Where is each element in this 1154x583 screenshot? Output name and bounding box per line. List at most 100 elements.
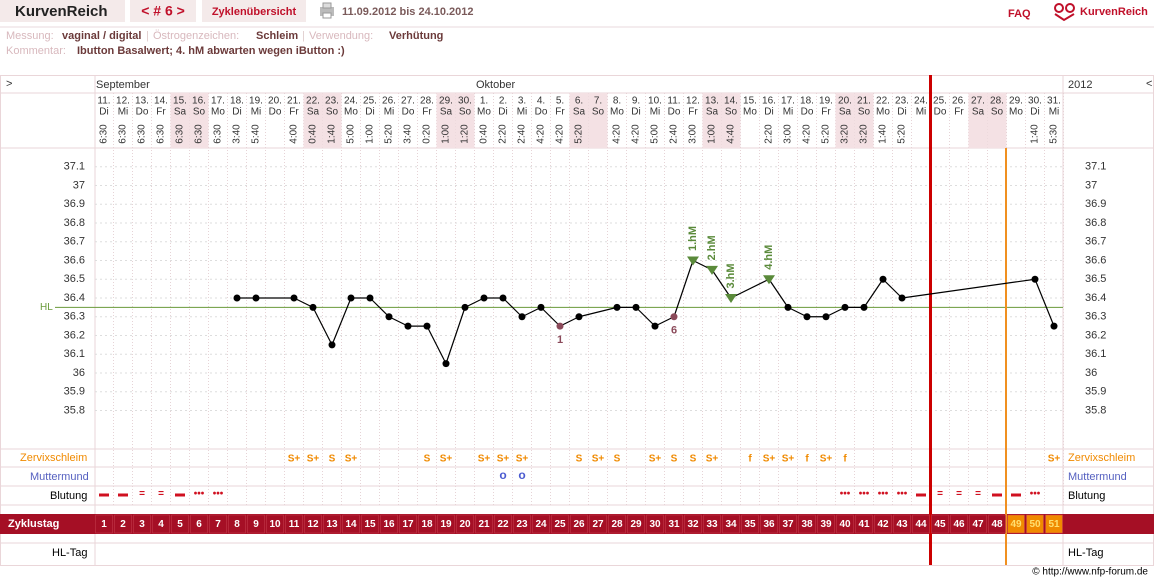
- date-label: 19.: [819, 96, 833, 107]
- cycle-day: 38: [801, 519, 813, 530]
- cycle-day-cell: [266, 514, 284, 534]
- cycle-day: 14: [345, 519, 357, 530]
- cycle-day-cell: [190, 514, 208, 534]
- cycle-day-cell: [665, 514, 683, 534]
- overview-tab[interactable]: [202, 0, 306, 22]
- info-value: vaginal / digital: [62, 30, 141, 42]
- date-label: 27.: [401, 96, 415, 107]
- weekday-label: Di: [498, 107, 507, 118]
- cycle-day: 3: [139, 519, 145, 530]
- month-label: September: [96, 79, 150, 91]
- date-label: 13.: [135, 96, 149, 107]
- y-tick-label: 36.9: [1085, 198, 1106, 210]
- separator: |: [302, 30, 305, 42]
- nav-prev[interactable]: >: [6, 78, 12, 90]
- cycle-nav[interactable]: < # 6 >: [141, 3, 185, 19]
- print-icon[interactable]: [320, 2, 334, 19]
- cycle-day-cell: [171, 514, 189, 534]
- weekday-label: Sa: [839, 107, 852, 118]
- nav-tab[interactable]: [130, 0, 196, 22]
- temp-point: [575, 313, 583, 321]
- cycle-day: 11: [289, 519, 300, 530]
- weekend-shade: [987, 93, 1007, 148]
- date-label: 16.: [192, 96, 206, 107]
- bleeding-symbol: ▬: [118, 489, 128, 500]
- weekday-label: Mo: [743, 107, 757, 118]
- mucus-symbol: S: [614, 454, 621, 465]
- cycle-day-cell: [418, 514, 436, 534]
- date-label: 6.: [575, 96, 583, 107]
- weekday-label: Do: [269, 107, 282, 118]
- time-label: 4:00: [289, 124, 300, 144]
- cycle-day-cell: [703, 514, 721, 534]
- date-label: 1.: [480, 96, 488, 107]
- y-tick-label: 36.9: [64, 198, 85, 210]
- weekday-label: So: [193, 107, 206, 118]
- date-label: 29.: [439, 96, 453, 107]
- date-label: 22.: [306, 96, 320, 107]
- cycle-day: 48: [991, 519, 1003, 530]
- bleeding-symbol: •••: [878, 489, 889, 500]
- date-label: 21.: [857, 96, 871, 107]
- row-label: Muttermund: [30, 471, 89, 483]
- cycle-day: 29: [630, 519, 642, 530]
- date-label: 20.: [268, 96, 282, 107]
- comment: Ibutton Basalwert; 4. hM abwarten wegen …: [77, 45, 345, 57]
- date-label: 4.: [537, 96, 545, 107]
- weekend-shade: [588, 93, 608, 148]
- temp-segment: [673, 260, 694, 317]
- cycle-day-cell: [494, 514, 512, 534]
- temp-segment: [312, 307, 333, 346]
- bleeding-symbol: •••: [194, 489, 205, 500]
- cycle-day: 32: [687, 519, 699, 530]
- weekday-label: Fr: [954, 107, 964, 118]
- year: 2012: [1068, 79, 1092, 91]
- logo[interactable]: KurvenReich: [1080, 6, 1148, 18]
- weekend-shade: [854, 93, 874, 148]
- cycle-day: 25: [554, 519, 566, 530]
- cycle-day-cell: [551, 514, 569, 534]
- cycle-day: 27: [592, 519, 604, 530]
- mucus-symbol: f: [748, 454, 752, 465]
- time-label: 6:30: [118, 124, 129, 144]
- temp-point: [1050, 322, 1058, 330]
- overview-link[interactable]: Zyklenübersicht: [212, 6, 297, 18]
- time-label: 6:30: [194, 124, 205, 144]
- nav-next[interactable]: <: [1146, 78, 1152, 90]
- date-label: 25.: [363, 96, 377, 107]
- info-label: Östrogenzeichen:: [153, 30, 239, 42]
- hm-label: 3.hM: [725, 263, 737, 288]
- temp-segment: [502, 297, 523, 318]
- weekday-label: Do: [136, 107, 149, 118]
- cycle-day-cell: [779, 514, 797, 534]
- hm-label: 4.hM: [763, 245, 775, 270]
- time-label: 1:00: [365, 124, 376, 144]
- y-tick-label: 36.3: [64, 311, 85, 323]
- cycle-day: 9: [253, 519, 259, 530]
- weekday-label: Mo: [344, 107, 358, 118]
- mucus-symbol: S+: [763, 454, 776, 465]
- cycle-day: 2: [120, 519, 126, 530]
- temp-segment: [882, 278, 903, 299]
- faq-link[interactable]: FAQ: [1008, 8, 1031, 20]
- hm-marker: [725, 294, 737, 303]
- weekday-label: Do: [402, 107, 415, 118]
- date-label: 17.: [211, 96, 225, 107]
- weekday-label: Mi: [1049, 107, 1060, 118]
- date-label: 9.: [632, 96, 640, 107]
- time-label: 1:00: [707, 124, 718, 144]
- separator: |: [146, 30, 149, 42]
- y-tick-label: 36.3: [1085, 311, 1106, 323]
- time-label: 6:30: [156, 124, 167, 144]
- date-label: 15.: [743, 96, 757, 107]
- y-tick-label: 36.1: [64, 348, 85, 360]
- time-label: 2:40: [517, 124, 528, 144]
- cycle-day: 49: [1010, 519, 1022, 530]
- weekday-label: Fr: [688, 107, 698, 118]
- bleeding-symbol: =: [139, 489, 145, 500]
- temp-point: [898, 294, 906, 302]
- hm-marker: [763, 275, 775, 285]
- temp-point: [632, 303, 640, 311]
- weekday-label: Do: [668, 107, 681, 118]
